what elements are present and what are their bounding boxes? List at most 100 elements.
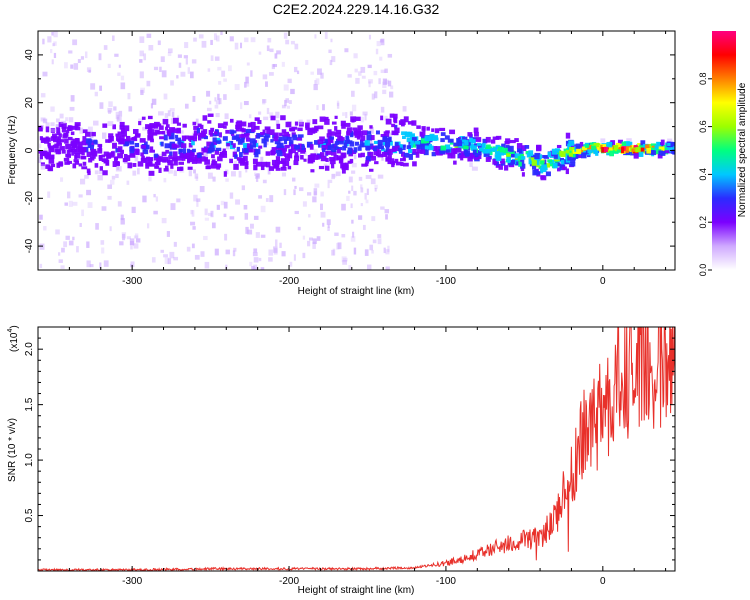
heatmap-cell [229, 192, 234, 199]
heatmap-cell [557, 167, 561, 172]
heatmap-cell [290, 144, 297, 150]
x-tick-label: -200 [279, 576, 299, 587]
heatmap-cell [260, 234, 266, 238]
heatmap-cell [47, 36, 52, 43]
heatmap-cell [293, 254, 296, 261]
heatmap-cell [75, 126, 81, 131]
heatmap-cell [175, 137, 182, 142]
heatmap-cell [621, 147, 625, 154]
heatmap-cell [186, 148, 191, 155]
heatmap-cell [374, 187, 377, 192]
heatmap-cell [654, 144, 660, 151]
heatmap-cell [362, 130, 368, 136]
heatmap-cell [266, 107, 270, 115]
heatmap-cell [646, 148, 652, 154]
heatmap-cell [474, 131, 479, 137]
heatmap-cell [162, 159, 167, 163]
heatmap-cell [281, 148, 287, 152]
heatmap-cell [86, 168, 91, 174]
heatmap-cell [324, 145, 328, 150]
heatmap-cell [239, 42, 243, 49]
heatmap-cell [314, 140, 320, 145]
heatmap-cell [245, 168, 248, 173]
heatmap-cell [269, 195, 274, 203]
heatmap-cell [264, 133, 271, 138]
heatmap-cell [135, 238, 141, 243]
heatmap-cell [460, 156, 464, 161]
heatmap-cell [38, 157, 42, 164]
heatmap-cell [585, 150, 589, 155]
heatmap-cell [471, 154, 475, 158]
heatmap-cell [108, 101, 113, 107]
heatmap-cell [283, 131, 289, 137]
heatmap-cell [477, 143, 483, 149]
heatmap-cell [390, 85, 394, 90]
heatmap-cell [262, 129, 266, 134]
heatmap-cell [103, 160, 108, 164]
heatmap-cell [333, 154, 339, 161]
top-y-axis: -40 -20 0 20 40 [24, 49, 675, 253]
heatmap-cell [71, 125, 78, 130]
heatmap-cell [360, 203, 363, 207]
heatmap-cell [82, 129, 88, 134]
y-tick-label: 0.5 [24, 508, 35, 522]
heatmap-cell [576, 148, 580, 154]
heatmap-cell [43, 226, 47, 231]
heatmap-cell [374, 161, 379, 165]
heatmap-cell [169, 251, 175, 259]
heatmap-cell [587, 149, 593, 154]
heatmap-cell [120, 75, 125, 81]
heatmap-cell [326, 219, 331, 225]
heatmap-cell [385, 130, 390, 134]
heatmap-cell [341, 123, 346, 129]
heatmap-cell [350, 236, 356, 242]
heatmap-cell [269, 129, 275, 135]
heatmap-cell [368, 79, 373, 84]
heatmap-cell [300, 155, 304, 160]
heatmap-cell [520, 167, 525, 172]
heatmap-cell [447, 153, 453, 159]
heatmap-cell [191, 243, 195, 249]
heatmap-cell [236, 124, 243, 130]
heatmap-cell [279, 242, 282, 248]
heatmap-cell [119, 125, 125, 130]
heatmap-cell [189, 71, 194, 79]
heatmap-cell [312, 154, 318, 160]
heatmap-cell [460, 141, 465, 147]
heatmap-cell [375, 145, 380, 149]
heatmap-cell [281, 61, 285, 67]
heatmap-cell [423, 149, 429, 156]
heatmap-cell [211, 222, 216, 229]
heatmap-cell [267, 37, 272, 43]
heatmap-cell [457, 141, 463, 147]
heatmap-cell [51, 59, 54, 65]
x-tick-label: 0 [600, 276, 606, 287]
heatmap-cell [420, 138, 427, 144]
heatmap-cell [287, 165, 292, 170]
heatmap-cell [217, 93, 220, 101]
heatmap-cell [80, 56, 85, 60]
heatmap-cell [325, 150, 332, 155]
x-tick-label: -200 [279, 276, 299, 287]
heatmap-cell [369, 139, 373, 146]
snr-multiplier-base: (x10 [9, 332, 20, 352]
heatmap-cell [416, 125, 421, 129]
heatmap-cell [401, 151, 405, 157]
heatmap-cell [530, 157, 535, 161]
heatmap-cell [276, 123, 281, 129]
heatmap-cell [347, 74, 352, 78]
heatmap-cell [495, 136, 500, 140]
heatmap-cell [328, 138, 334, 144]
heatmap-cell [79, 127, 84, 134]
heatmap-cell [149, 123, 154, 129]
heatmap-cell [252, 252, 258, 257]
heatmap-cell [365, 156, 371, 162]
heatmap-cell [282, 134, 289, 141]
heatmap-cell [368, 151, 374, 158]
heatmap-cell [160, 141, 164, 147]
heatmap-cell [211, 159, 216, 164]
heatmap-cell [107, 195, 112, 200]
heatmap-cell [197, 134, 202, 141]
heatmap-cell [271, 159, 276, 166]
heatmap-cell [285, 98, 290, 103]
